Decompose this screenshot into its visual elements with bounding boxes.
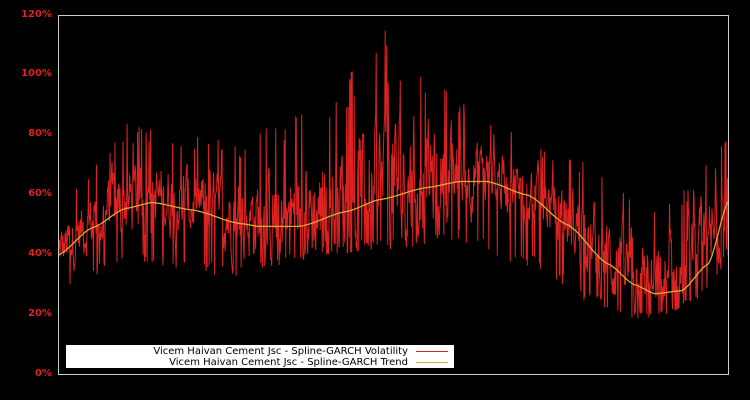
- y-tick-label: 0%: [35, 367, 52, 379]
- volatility-line: [58, 30, 729, 319]
- chart-legend: Vicem Haivan Cement Jsc - Spline-GARCH V…: [66, 345, 454, 368]
- plot-frame: [58, 15, 729, 375]
- y-tick-label: 40%: [28, 247, 52, 259]
- y-tick-label: 80%: [28, 128, 52, 140]
- legend-item-volatility: Vicem Haivan Cement Jsc - Spline-GARCH V…: [153, 346, 448, 357]
- volatility-series: [58, 30, 729, 319]
- legend-swatch-volatility: [416, 351, 448, 352]
- legend-item-trend: Vicem Haivan Cement Jsc - Spline-GARCH T…: [169, 357, 448, 368]
- y-tick-label: 60%: [28, 188, 52, 199]
- legend-label-volatility: Vicem Haivan Cement Jsc - Spline-GARCH V…: [153, 346, 408, 357]
- legend-swatch-trend: [416, 362, 448, 363]
- legend-label-trend: Vicem Haivan Cement Jsc - Spline-GARCH T…: [169, 357, 408, 368]
- y-tick-label: 120%: [21, 8, 52, 20]
- y-tick-label: 20%: [28, 307, 52, 319]
- trend-series: [58, 180, 730, 295]
- trend-line: [58, 180, 730, 295]
- y-tick-label: 100%: [21, 68, 52, 80]
